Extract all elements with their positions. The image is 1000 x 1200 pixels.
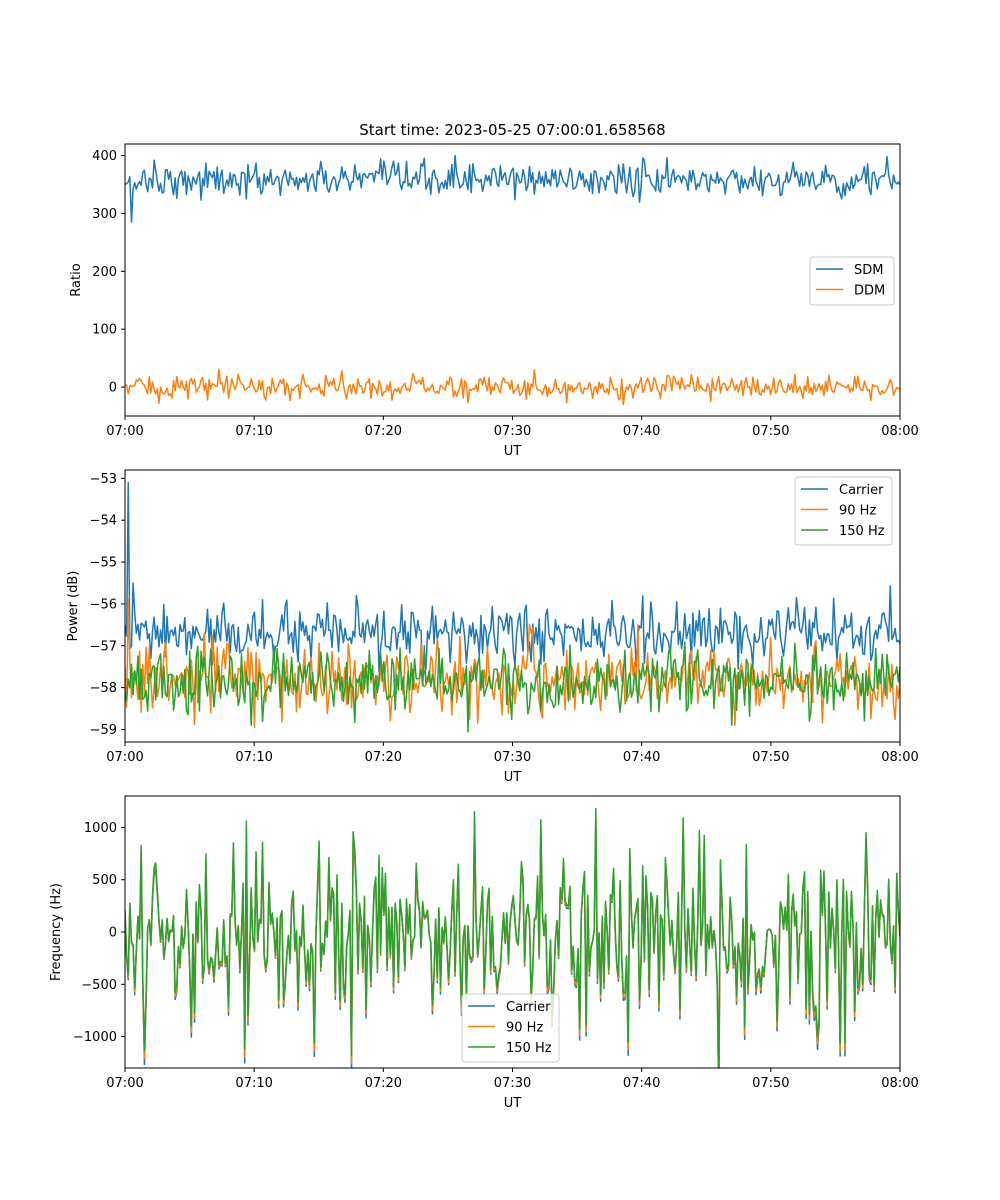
x-tick-label: 07:50 [752,424,789,439]
y-tick-label: 0 [109,926,117,941]
legend-entry-label: 150 Hz [506,1041,552,1056]
x-tick-label: 08:00 [881,1076,918,1091]
y-tick-label: −500 [81,978,117,993]
legend: SDM DDM [809,256,895,306]
y-tick-label: 200 [92,265,117,280]
y-tick-label: −57 [90,639,117,654]
y-tick-label: 0 [109,381,117,396]
y-tick-label: 400 [92,149,117,164]
y-tick-label: −1000 [73,1030,117,1045]
x-tick-label: 07:40 [623,1076,660,1091]
x-tick-label: 07:20 [365,424,402,439]
x-tick-label: 07:20 [365,1076,402,1091]
legend-entry-label: SDM [854,263,883,278]
series-group [125,481,900,733]
y-tick-label: 500 [92,873,117,888]
series-line-150-hz [125,641,900,733]
x-tick-label: 07:30 [494,750,531,765]
legend-box [461,993,560,1063]
legend-box [794,476,893,546]
x-axis-label: UT [504,770,522,785]
x-axis-label: UT [504,1096,522,1111]
x-tick-label: 07:30 [494,424,531,439]
y-tick-label: −53 [90,472,117,487]
x-tick-label: 07:00 [106,1076,143,1091]
panel-3: 07:00 07:10 07:20 07:30 07:40 07:50 08:00 −1000… [49,795,919,1111]
series-line-ddm [125,368,900,406]
x-tick-label: 07:00 [106,424,143,439]
series-group [125,154,900,406]
legend-entry-label: DDM [854,284,885,299]
y-axis-label: Frequency (Hz) [49,883,64,981]
series-line-carrier [125,481,900,680]
legend: Carrier 90 Hz 150 Hz [794,476,893,546]
y-axis-label: Power (dB) [66,571,81,642]
x-tick-label: 07:10 [235,750,272,765]
x-tick-label: 07:40 [623,424,660,439]
y-tick-label: −54 [90,514,117,529]
y-tick-label: −58 [90,681,117,696]
series-group [125,807,900,1068]
legend: Carrier 90 Hz 150 Hz [461,993,560,1063]
x-tick-label: 07:50 [752,1076,789,1091]
x-tick-label: 07:30 [494,1076,531,1091]
x-tick-label: 07:40 [623,750,660,765]
y-tick-label: 100 [92,323,117,338]
x-axis-label: UT [504,444,522,459]
legend-entry-label: 150 Hz [839,524,885,539]
legend-entry-label: 90 Hz [839,504,876,519]
y-tick-label: 300 [92,207,117,222]
x-tick-label: 08:00 [881,750,918,765]
x-tick-label: 07:00 [106,750,143,765]
chart-title: Start time: 2023-05-25 07:00:01.658568 [359,121,665,139]
legend-entry-label: 90 Hz [506,1021,543,1036]
y-tick-label: −59 [90,723,117,738]
series-line-sdm [125,154,900,223]
panel-1: 07:00 07:10 07:20 07:30 07:40 07:50 08:00 0 100 2… [69,121,919,459]
x-tick-label: 07:50 [752,750,789,765]
panel-2: 07:00 07:10 07:20 07:30 07:40 07:50 08:00 −59 −5… [66,469,919,785]
x-tick-label: 07:10 [235,424,272,439]
legend-entry-label: Carrier [839,483,884,498]
series-line-150-hz [125,807,900,1068]
y-tick-label: 1000 [84,821,117,836]
y-axis-label: Ratio [69,263,84,296]
x-tick-label: 07:20 [365,750,402,765]
legend-entry-label: Carrier [506,1000,551,1015]
y-tick-label: −55 [90,556,117,571]
series-line-carrier [125,822,900,1068]
x-tick-label: 07:10 [235,1076,272,1091]
y-tick-label: −56 [90,597,117,612]
x-tick-label: 08:00 [881,424,918,439]
